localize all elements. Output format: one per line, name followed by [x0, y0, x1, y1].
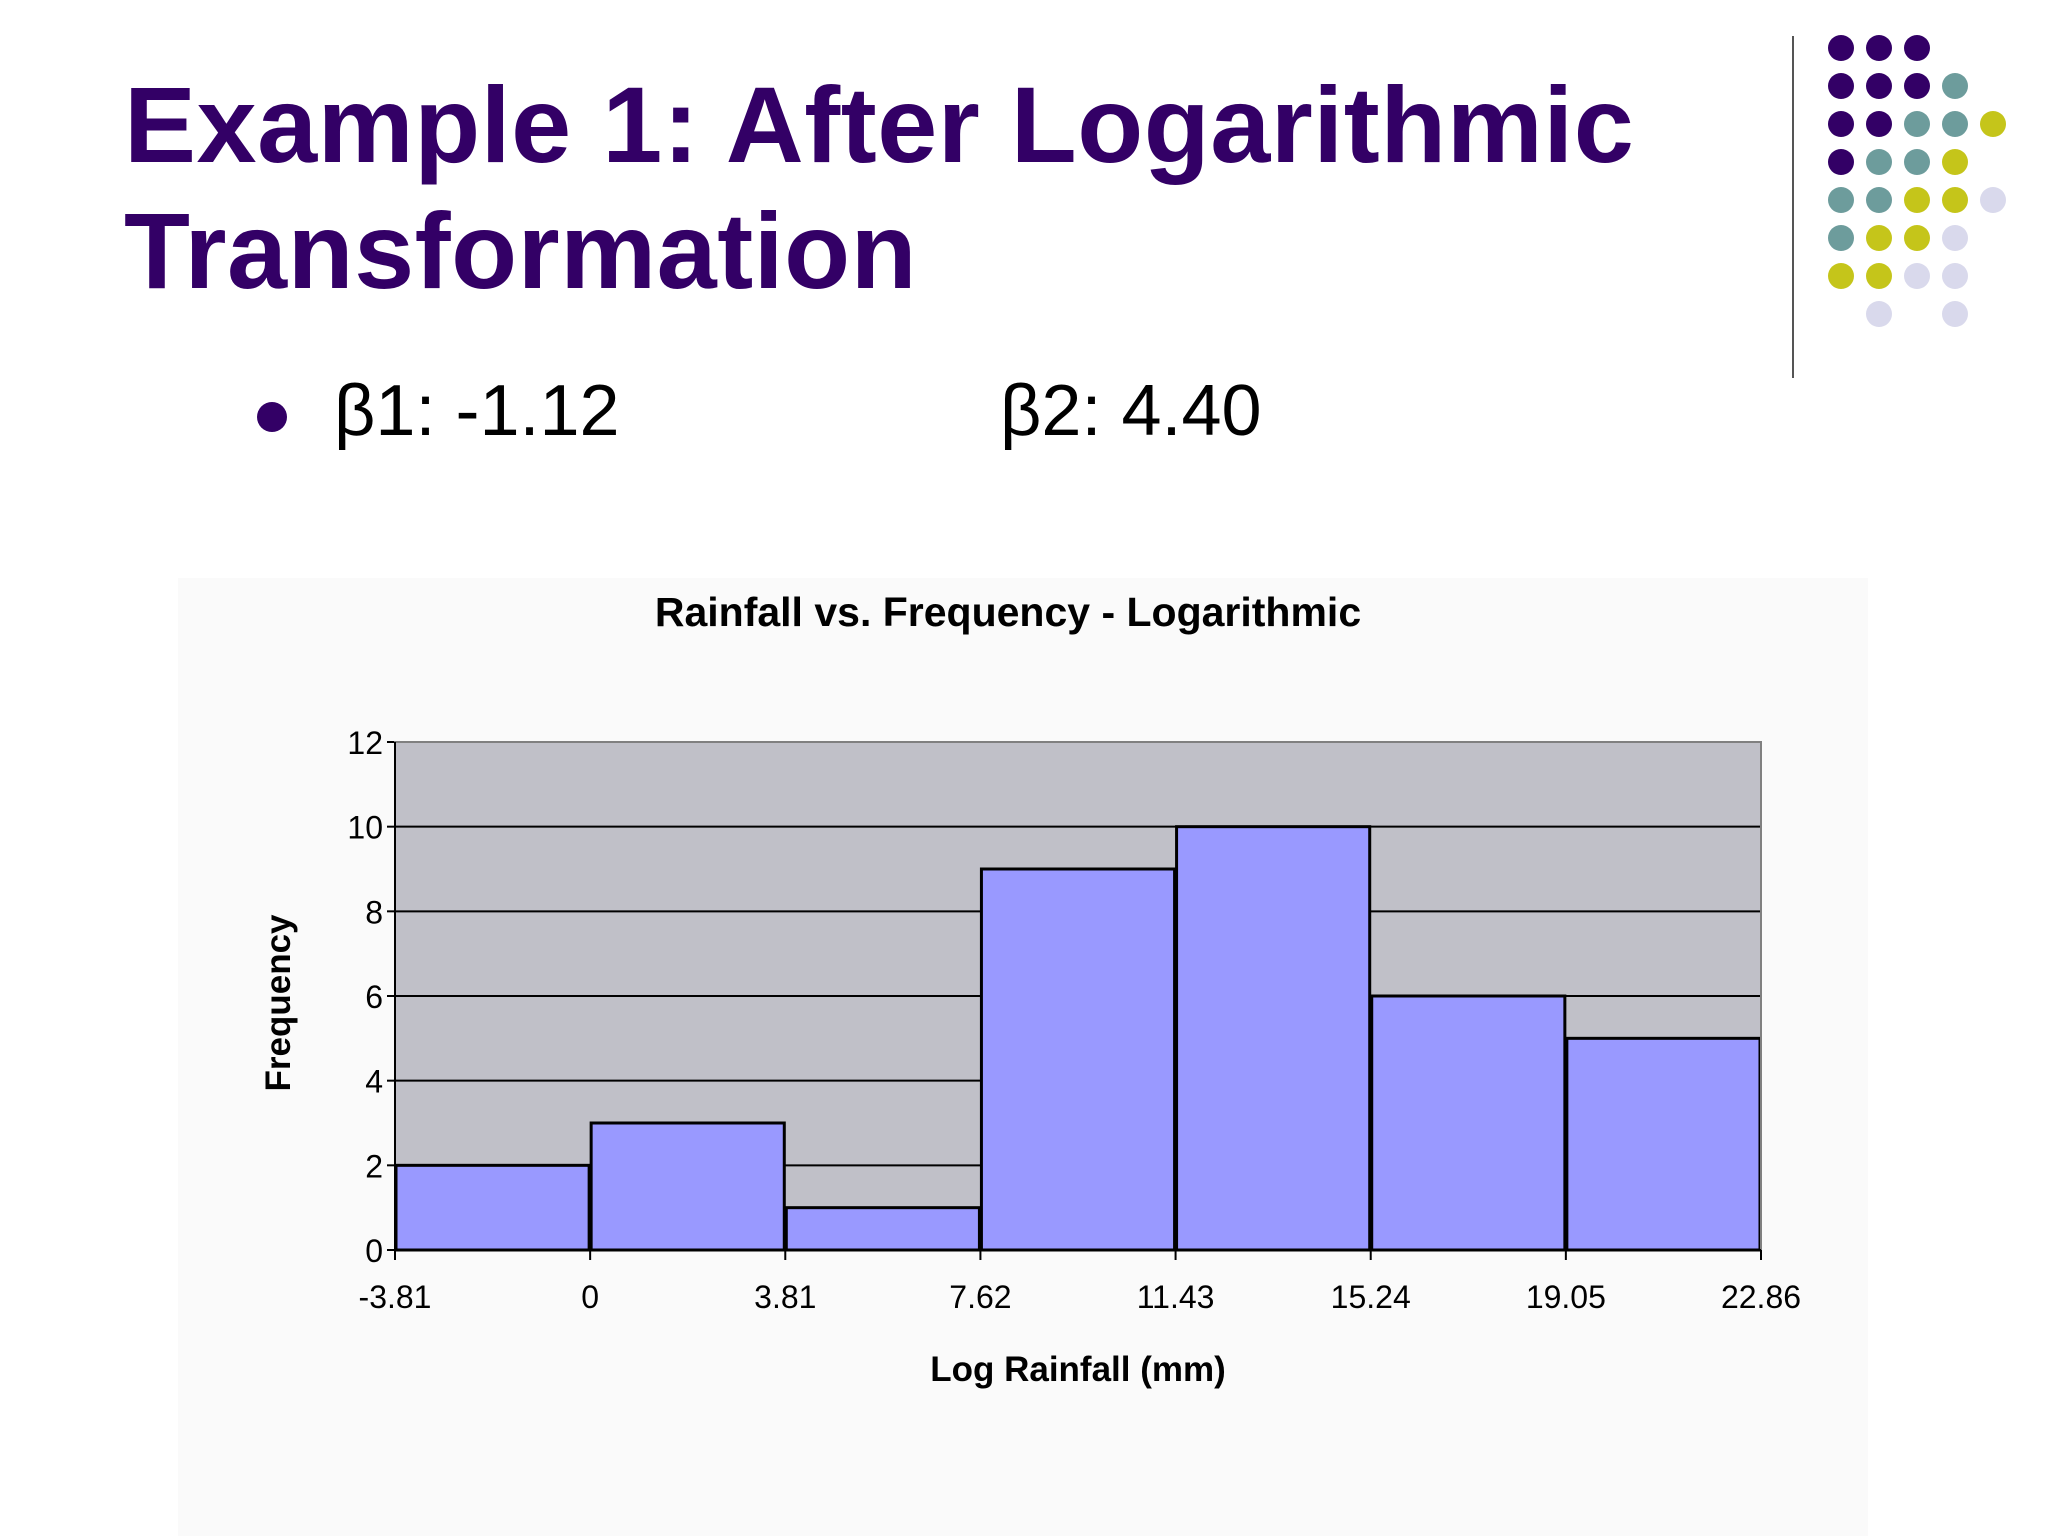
decorative-dot: [1866, 301, 1892, 327]
decorative-dot: [1866, 111, 1892, 137]
beta1-text: β1: -1.12: [334, 371, 620, 451]
decorative-dot: [1866, 35, 1892, 61]
decorative-dot: [1980, 111, 2006, 137]
decorative-dot: [1828, 73, 1854, 99]
y-tick-label: 6: [365, 979, 383, 1015]
x-tick-label: 15.24: [1331, 1279, 1411, 1315]
decorative-dot: [1904, 111, 1930, 137]
y-tick-label: 12: [347, 725, 383, 761]
decorative-dot: [1866, 225, 1892, 251]
x-tick-label: 22.86: [1721, 1279, 1801, 1315]
bullet-icon: [257, 402, 287, 432]
decorative-dot: [1866, 73, 1892, 99]
decorative-dot: [1866, 263, 1892, 289]
decorative-divider: [1792, 36, 1794, 378]
y-tick-label: 4: [365, 1064, 383, 1100]
decorative-dot: [1904, 35, 1930, 61]
x-axis-label: Log Rainfall (mm): [930, 1350, 1226, 1389]
bullet-row: β1: -1.12 β2: 4.40: [0, 370, 2048, 470]
decorative-dot: [1942, 149, 1968, 175]
y-axis-label: Frequency: [259, 914, 298, 1092]
chart-title: Rainfall vs. Frequency - Logarithmic: [655, 589, 1361, 635]
decorative-dot: [1942, 73, 1968, 99]
y-tick-label: 8: [365, 894, 383, 930]
histogram-bar: [1175, 825, 1372, 1252]
decorative-dot: [1904, 225, 1930, 251]
plot-area: 0 2 4 6 8 10 12 -3.81 0 3.81 7.62 11.43 15.24 19.05 22…: [347, 725, 1801, 1315]
x-tick-label: 11.43: [1137, 1279, 1215, 1315]
decorative-dot: [1942, 301, 1968, 327]
histogram-bar: [394, 1163, 591, 1252]
histogram-bar: [784, 1206, 981, 1252]
decorative-dot: [1828, 149, 1854, 175]
decorative-dot: [1866, 149, 1892, 175]
decorative-dot: [1828, 35, 1854, 61]
decorative-dot: [1904, 73, 1930, 99]
decorative-dot: [1942, 111, 1968, 137]
x-tick-label: 7.62: [949, 1279, 1011, 1315]
decorative-dot: [1904, 187, 1930, 213]
slide-title: Example 1: After Logarithmic Transformat…: [124, 62, 1744, 314]
beta2-text: β2: 4.40: [1000, 371, 1262, 451]
decorative-dot: [1828, 225, 1854, 251]
decorative-dot: [1828, 187, 1854, 213]
histogram-bar: [1565, 1036, 1762, 1252]
chart-panel: Rainfall vs. Frequency - Logarithmic Log…: [178, 578, 1868, 1536]
decorative-dot: [1904, 149, 1930, 175]
histogram-chart: Rainfall vs. Frequency - Logarithmic Log…: [259, 589, 1801, 1389]
decorative-dot: [1942, 187, 1968, 213]
slide-title-line-1: Example 1: After Logarithmic: [124, 64, 1635, 185]
decorative-dot-grid: [1828, 35, 2006, 327]
x-tick-label: 0: [581, 1279, 599, 1315]
decorative-dot: [1828, 263, 1854, 289]
decorative-dot: [1904, 263, 1930, 289]
decorative-dot: [1942, 225, 1968, 251]
decorative-dot: [1866, 187, 1892, 213]
decorative-dot: [1980, 187, 2006, 213]
decorative-dot: [1828, 111, 1854, 137]
slide-title-line-2: Transformation: [124, 190, 918, 311]
histogram-bar: [979, 867, 1177, 1252]
x-tick-label: -3.81: [359, 1279, 432, 1315]
histogram-bar: [589, 1121, 786, 1252]
y-tick-label: 0: [365, 1233, 383, 1269]
x-tick-label: 3.81: [754, 1279, 816, 1315]
y-tick-label: 2: [365, 1148, 383, 1184]
y-tick-label: 10: [347, 810, 383, 846]
decorative-dot: [1942, 263, 1968, 289]
histogram-bar: [1370, 994, 1567, 1252]
x-tick-label: 19.05: [1526, 1279, 1606, 1315]
